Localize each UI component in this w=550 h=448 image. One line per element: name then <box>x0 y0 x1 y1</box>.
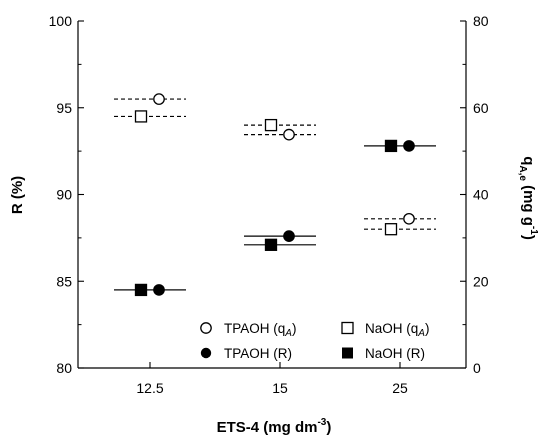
data-point-circle <box>153 93 165 105</box>
legend-label-tpaoh-r: TPAOH (R) <box>224 346 292 361</box>
y-tick-label-left: 95 <box>56 100 72 116</box>
legend-label-tpaoh-qa: TPAOH (qA) <box>224 321 296 339</box>
y-tick-label-right: 80 <box>473 13 489 29</box>
y-axis-label-right: qA,e (mg g-1) <box>517 156 539 240</box>
y-tick-label-left: 90 <box>56 187 72 203</box>
y-tick-label-right: 40 <box>473 187 489 203</box>
legend-marker-naoh-r <box>342 347 353 359</box>
data-point-circle <box>283 230 295 242</box>
legend-marker-tpaoh-qa <box>200 322 212 334</box>
y-axis-label-left: R (%) <box>9 176 26 214</box>
y-tick-label-right: 20 <box>473 273 489 289</box>
y-tick-label-right: 60 <box>473 100 489 116</box>
y-tick-label-left: 80 <box>56 360 72 376</box>
data-point-square <box>264 118 278 132</box>
data-point-square <box>264 238 278 251</box>
axes: 80 85 90 95 100 0 20 40 60 80 12.5 15 25 <box>49 13 489 396</box>
y-tick-label-left: 100 <box>49 13 73 29</box>
data-point-square <box>384 223 398 236</box>
legend-marker-naoh-qa <box>341 321 354 335</box>
legend-label-naoh-r: NaOH (R) <box>365 346 425 361</box>
legend-label-naoh-qa: NaOH (qA) <box>365 321 429 339</box>
x-axis-label: ETS-4 (mg dm-3) <box>217 417 332 436</box>
x-tick-label: 25 <box>392 380 408 396</box>
data-point-square <box>384 139 398 153</box>
data-point-circle <box>283 128 295 141</box>
x-tick-label: 12.5 <box>136 380 163 396</box>
legend: TPAOH (qA) NaOH (qA) TPAOH (R) NaOH (R) <box>200 321 429 361</box>
data-point-circle <box>403 212 415 225</box>
data-point-square <box>134 110 148 123</box>
data-point-square <box>134 283 148 297</box>
x-tick-label: 15 <box>272 380 288 396</box>
legend-marker-tpaoh-r <box>200 347 212 359</box>
y-tick-label-right: 0 <box>473 360 481 376</box>
y-tick-label-left: 85 <box>56 273 72 289</box>
data-marks <box>114 93 436 297</box>
